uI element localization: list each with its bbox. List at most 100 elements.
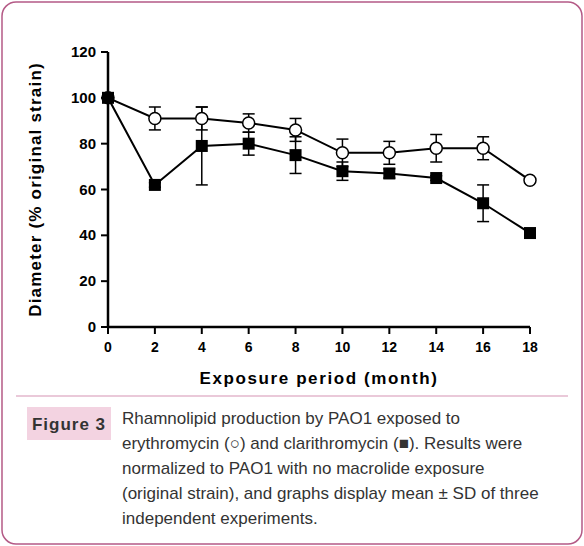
series-point bbox=[524, 227, 536, 239]
error-cap bbox=[477, 184, 489, 186]
y-tick-label: 20 bbox=[79, 272, 96, 289]
series-point bbox=[290, 149, 302, 161]
y-tick-label: 0 bbox=[88, 318, 96, 335]
error-cap bbox=[196, 106, 208, 108]
y-tick-label: 120 bbox=[71, 43, 96, 60]
x-tick bbox=[529, 327, 531, 334]
error-cap bbox=[336, 161, 348, 163]
caption-label-box bbox=[27, 407, 111, 440]
x-tick-label: 14 bbox=[428, 339, 444, 355]
error-cap bbox=[243, 131, 255, 133]
y-tick bbox=[101, 51, 108, 53]
error-bar bbox=[243, 114, 255, 132]
error-bar bbox=[290, 137, 302, 174]
x-tick-label: 10 bbox=[335, 339, 351, 355]
error-cap bbox=[243, 113, 255, 115]
error-cap bbox=[196, 106, 208, 108]
y-axis-label: Diameter (% original strain) bbox=[26, 62, 45, 317]
y-tick bbox=[101, 326, 108, 328]
x-tick bbox=[295, 327, 297, 334]
x-tick-label: 8 bbox=[292, 339, 300, 355]
series-point bbox=[383, 147, 395, 159]
series-line bbox=[108, 98, 530, 233]
series-point bbox=[196, 140, 208, 152]
x-tick-label: 0 bbox=[104, 339, 112, 355]
series-point bbox=[430, 142, 442, 154]
caption-line: erythromycin (○) and clarithromycin (■).… bbox=[122, 434, 522, 453]
error-cap bbox=[383, 141, 395, 143]
x-tick bbox=[388, 327, 390, 334]
error-bar bbox=[477, 137, 489, 160]
x-tick-label: 12 bbox=[382, 339, 398, 355]
error-cap bbox=[149, 129, 161, 131]
error-cap bbox=[477, 159, 489, 161]
error-cap bbox=[383, 164, 395, 166]
series-point bbox=[383, 167, 395, 179]
x-axis bbox=[108, 326, 530, 329]
markers bbox=[102, 92, 536, 239]
error-cap bbox=[430, 134, 442, 136]
x-axis-label: Exposure period (month) bbox=[200, 369, 439, 388]
error-cap bbox=[336, 180, 348, 182]
error-bar bbox=[149, 107, 161, 130]
series-point bbox=[102, 92, 114, 104]
error-cap bbox=[290, 118, 302, 120]
y-tick bbox=[101, 280, 108, 282]
series-point bbox=[524, 174, 536, 186]
series-point bbox=[196, 112, 208, 124]
error-bar bbox=[243, 132, 255, 155]
series-point bbox=[102, 92, 114, 104]
series-point bbox=[336, 165, 348, 177]
error-cap bbox=[149, 106, 161, 108]
caption-line: normalized to PAO1 with no macrolide exp… bbox=[122, 459, 485, 478]
y-tick bbox=[101, 189, 108, 191]
error-cap bbox=[290, 173, 302, 175]
x-tick-label: 16 bbox=[475, 339, 491, 355]
error-bar bbox=[383, 141, 395, 164]
y-tick bbox=[101, 143, 108, 145]
error-bar bbox=[336, 162, 348, 180]
error-cap bbox=[477, 136, 489, 138]
error-bar bbox=[336, 139, 348, 167]
series-point bbox=[430, 172, 442, 184]
x-tick bbox=[154, 327, 156, 334]
x-tick-label: 2 bbox=[151, 339, 159, 355]
y-tick-label: 100 bbox=[71, 89, 96, 106]
x-tick bbox=[107, 327, 109, 334]
error-bar bbox=[477, 185, 489, 222]
caption-separator bbox=[16, 395, 568, 397]
series-point bbox=[243, 117, 255, 129]
y-tick-label: 40 bbox=[79, 226, 96, 243]
series-point bbox=[477, 197, 489, 209]
caption-line: Rhamnolipid production by PAO1 exposed t… bbox=[122, 409, 460, 428]
error-cap bbox=[196, 184, 208, 186]
x-tick bbox=[341, 327, 343, 334]
figure-frame bbox=[2, 2, 582, 544]
y-tick-label: 80 bbox=[79, 135, 96, 152]
series-point bbox=[336, 147, 348, 159]
series-point bbox=[290, 124, 302, 136]
caption-label: Figure 3 bbox=[32, 415, 106, 434]
error-cap bbox=[243, 131, 255, 133]
y-tick bbox=[101, 234, 108, 236]
series-point bbox=[477, 142, 489, 154]
error-bar bbox=[430, 135, 442, 163]
x-tick-label: 4 bbox=[198, 339, 206, 355]
figure: 020406080100120024681012141618Exposure p… bbox=[0, 0, 584, 546]
error-bar bbox=[196, 107, 208, 185]
x-tick-label: 18 bbox=[522, 339, 538, 355]
series-line bbox=[108, 98, 530, 180]
error-cap bbox=[336, 138, 348, 140]
plot-area bbox=[108, 98, 530, 236]
caption-line: (original strain), and graphs display me… bbox=[122, 484, 539, 503]
x-tick bbox=[435, 327, 437, 334]
error-cap bbox=[243, 154, 255, 156]
error-cap bbox=[430, 161, 442, 163]
series-point bbox=[149, 112, 161, 124]
x-tick bbox=[248, 327, 250, 334]
x-tick-label: 6 bbox=[245, 339, 253, 355]
series-point bbox=[149, 179, 161, 191]
error-cap bbox=[477, 221, 489, 223]
x-tick bbox=[482, 327, 484, 334]
x-tick bbox=[201, 327, 203, 334]
